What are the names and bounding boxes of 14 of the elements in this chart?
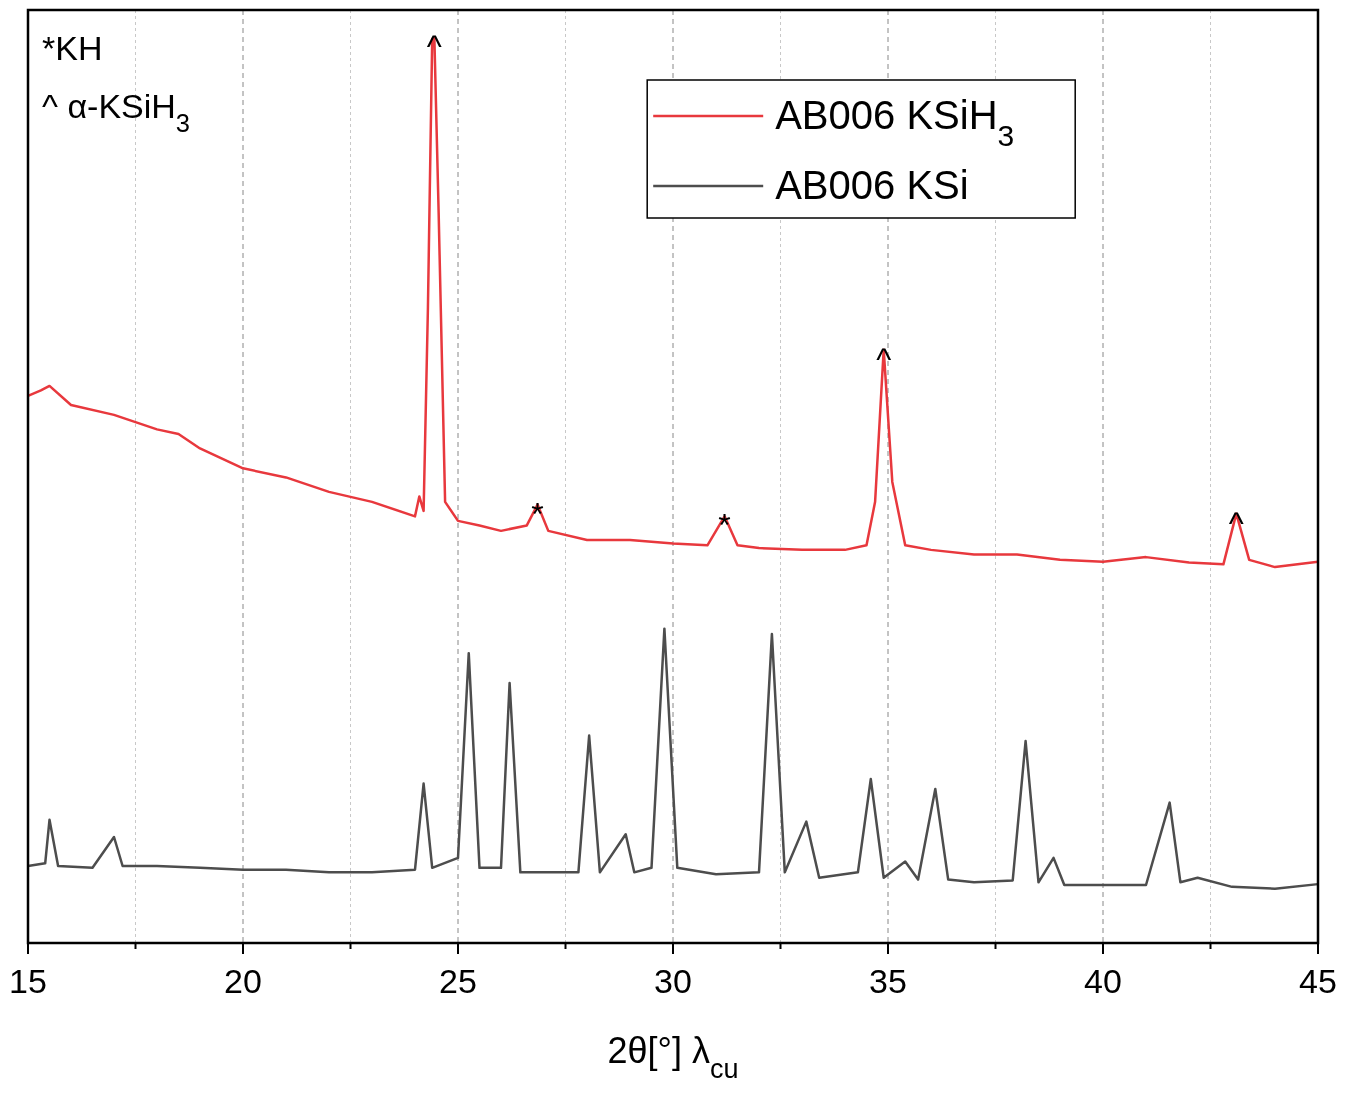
legend-label: AB006 KSiH$_{3}$	[775, 93, 1015, 152]
x-tick-label: 45	[1299, 962, 1337, 1000]
legend-label: AB006 KSi	[775, 163, 969, 207]
annotation: *	[718, 507, 731, 544]
x-tick-label: 40	[1084, 962, 1122, 1000]
x-tick-label: 35	[869, 962, 907, 1000]
x-axis-title: 2θ[°] λ$_{cu}$	[607, 1030, 739, 1084]
annotation: *KH	[42, 29, 103, 67]
x-tick-label: 30	[654, 962, 692, 1000]
annotation: *	[531, 495, 544, 532]
annotation: ^ α-KSiH$_{3}$	[42, 87, 191, 137]
x-tick-label: 20	[224, 962, 262, 1000]
x-tick-label: 25	[439, 962, 477, 1000]
x-tick-label: 15	[9, 962, 47, 1000]
